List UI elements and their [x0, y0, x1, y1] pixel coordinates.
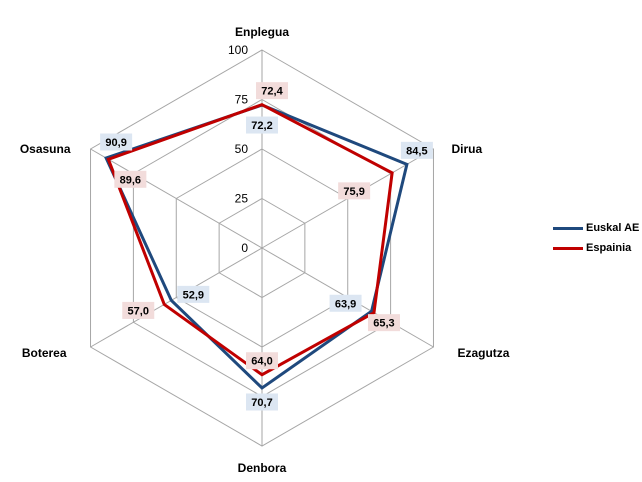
- data-label-box: [114, 170, 147, 188]
- data-label-box: [246, 393, 278, 411]
- legend-item-series-1: Espainia: [553, 238, 639, 258]
- legend-label: Espainia: [586, 242, 632, 254]
- data-label-box: [122, 301, 155, 319]
- axis-label: Boterea: [22, 346, 67, 360]
- legend: Euskal AE Espainia: [553, 218, 639, 258]
- data-label: 89,6: [120, 174, 141, 186]
- data-label: 72,2: [251, 120, 272, 132]
- legend-swatch: [553, 246, 583, 250]
- series-lines: [104, 103, 409, 390]
- spoke-line: [90, 247, 263, 348]
- axis-label: Denbora: [238, 461, 287, 475]
- tick-label: 25: [235, 192, 249, 206]
- data-label: 65,3: [373, 318, 394, 330]
- data-label: 52,9: [183, 289, 204, 301]
- data-label-box: [329, 294, 362, 312]
- legend-item-series-0: Euskal AE: [553, 218, 639, 238]
- spoke-line: [90, 148, 263, 249]
- data-label-box: [256, 82, 288, 100]
- data-label: 84,5: [406, 145, 427, 157]
- data-label-box: [100, 133, 133, 151]
- data-label-box: [246, 116, 278, 134]
- series-line-1: [106, 103, 394, 377]
- radial-tick-labels: 0 25 50 75 100: [228, 43, 248, 255]
- data-label-box: [367, 314, 400, 332]
- data-label: 75,9: [343, 186, 364, 198]
- data-label: 63,9: [335, 298, 356, 310]
- data-label-box: [338, 182, 371, 200]
- axis-label: Enplegua: [235, 25, 289, 39]
- data-label-box: [400, 141, 433, 159]
- axis-label: Dirua: [451, 142, 482, 156]
- tick-label: 75: [235, 93, 249, 107]
- legend-label: Euskal AE: [586, 222, 640, 234]
- data-label: 64,0: [251, 356, 272, 368]
- data-label-box: [177, 285, 210, 303]
- series-line-0: [104, 103, 409, 390]
- tick-label: 100: [228, 43, 248, 57]
- legend-swatch: [553, 226, 583, 230]
- data-label: 70,7: [251, 397, 272, 409]
- data-labels: 72,2 84,5 63,9 70,7 52,9 90,9 72,4 75,9 65,3 64,0…: [100, 82, 433, 411]
- axis-labels: Enplegua Dirua Ezagutza Denbora Boterea Osasu…: [20, 25, 510, 475]
- axis-label: Ezagutza: [457, 346, 509, 360]
- data-label: 72,4: [261, 86, 283, 98]
- data-label: 90,9: [105, 137, 126, 149]
- axis-label: Osasuna: [20, 142, 71, 156]
- data-label-box: [246, 352, 278, 370]
- tick-label: 50: [235, 142, 249, 156]
- data-label: 57,0: [128, 305, 149, 317]
- tick-label: 0: [241, 241, 248, 255]
